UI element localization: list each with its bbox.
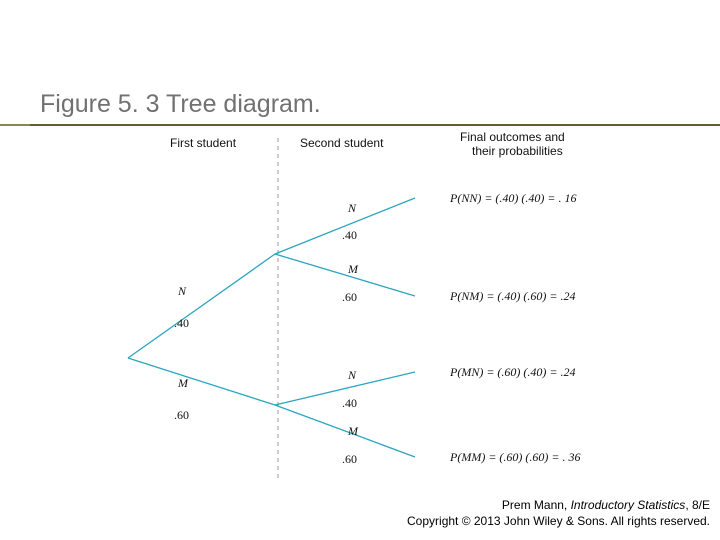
- branch-prob: .40: [174, 316, 189, 331]
- credit-line-2: Copyright © 2013 John Wiley & Sons. All …: [407, 514, 710, 528]
- branch-label: N: [178, 284, 186, 299]
- branch-line: [128, 358, 275, 405]
- title-underline: [0, 124, 720, 126]
- branch-label: N: [348, 368, 356, 383]
- left-sidebar: [0, 0, 30, 540]
- branch-prob: .60: [342, 452, 357, 467]
- header-final-l1: Final outcomes and: [460, 130, 565, 144]
- branch-line: [128, 254, 275, 358]
- credit-line-1: Prem Mann, Introductory Statistics, 8/E: [502, 498, 710, 512]
- outcome-text: P(NM) = (.40) (.60) = .24: [450, 289, 576, 304]
- branch-label: M: [348, 262, 358, 277]
- branch-prob: .60: [174, 408, 189, 423]
- figure-title: Figure 5. 3 Tree diagram.: [40, 90, 321, 119]
- branch-line: [275, 405, 415, 457]
- branch-prob: .40: [342, 396, 357, 411]
- branch-label: M: [178, 376, 188, 391]
- header-second: Second student: [300, 136, 383, 150]
- branch-label: M: [348, 424, 358, 439]
- outcome-text: P(MN) = (.60) (.40) = .24: [450, 365, 576, 380]
- title-underline-accent: [0, 124, 30, 126]
- outcome-text: P(NN) = (.40) (.40) = . 16: [450, 191, 577, 206]
- branch-line: [275, 198, 415, 254]
- branch-label: N: [348, 201, 356, 216]
- branch-prob: .60: [342, 290, 357, 305]
- branch-prob: .40: [342, 228, 357, 243]
- tree-svg: [120, 128, 615, 486]
- outcome-text: P(MM) = (.60) (.60) = . 36: [450, 450, 581, 465]
- header-final-l2: their probabilities: [472, 144, 563, 158]
- header-first: First student: [170, 136, 236, 150]
- tree-diagram: First student Second student Final outco…: [120, 128, 615, 486]
- page: Figure 5. 3 Tree diagram. First student …: [0, 0, 720, 540]
